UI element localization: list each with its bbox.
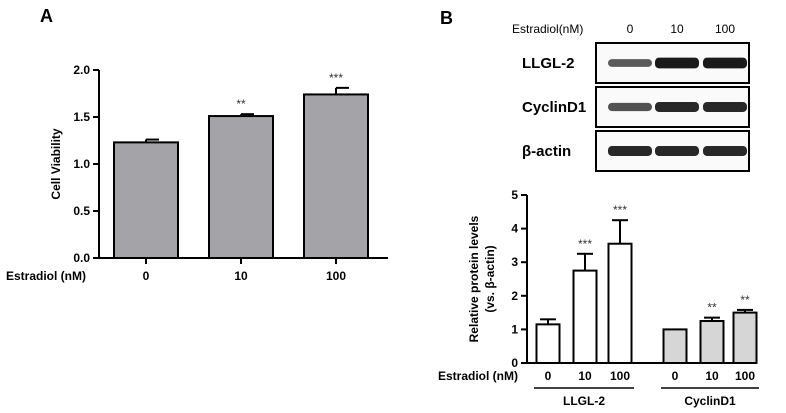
bar [535, 323, 561, 364]
significance-label: ** [740, 293, 750, 307]
blot-band [608, 59, 652, 67]
group-label: CyclinD1 [684, 394, 736, 408]
panel-a-y-title: Cell Viability [49, 128, 63, 199]
panel-b-letter: B [440, 8, 453, 28]
y-tick-label: 1.0 [73, 157, 90, 171]
significance-label: *** [613, 203, 627, 217]
x-tick-label: 10 [705, 369, 719, 383]
bar [208, 115, 274, 259]
bar [732, 311, 758, 365]
y-tick-label: 0.5 [73, 204, 90, 218]
blot-band [655, 102, 699, 112]
y-tick-label: 1.5 [73, 110, 90, 124]
y-tick-label: 5 [511, 188, 518, 202]
y-tick-label: 2.0 [73, 63, 90, 77]
x-tick-label: 100 [735, 369, 755, 383]
significance-label: ** [707, 301, 717, 315]
bar [113, 141, 179, 260]
panel-b-x-title: Estradiol (nM) [438, 369, 518, 383]
y-tick-label: 0 [511, 356, 518, 370]
x-tick-label: 0 [143, 269, 150, 283]
x-tick-label: 10 [578, 369, 592, 383]
y-tick-label: 2 [511, 289, 518, 303]
blot-row-label: β-actin [522, 143, 571, 160]
blot-row-label: CyclinD1 [522, 99, 586, 116]
panel-b-chart: Relative protein levels (vs. β-actin) Es… [438, 188, 759, 408]
wb-dose-0: 0 [627, 22, 634, 36]
significance-label: *** [578, 237, 592, 251]
blot-band [655, 146, 699, 156]
blot-band [608, 146, 652, 156]
x-tick-label: 0 [672, 369, 679, 383]
panel-a-chart: Cell Viability Estradiol (nM) 0.0 0.5 1.0 1… [6, 63, 388, 283]
wb-dose-100: 100 [715, 22, 735, 36]
blot-band [608, 102, 652, 112]
bar [662, 328, 688, 364]
blot-band [655, 57, 699, 69]
x-tick-label: 100 [326, 269, 346, 283]
panel-b-y-title-line2: (vs. β-actin) [483, 245, 497, 312]
wb-dose-10: 10 [670, 22, 684, 36]
western-blot: Estradiol(nM) 0 10 100 LLGL-2 CyclinD1 β-a… [512, 22, 750, 172]
y-tick-label: 3 [511, 255, 518, 269]
wb-treatment-label: Estradiol(nM) [512, 22, 583, 36]
panel-b-y-title-line1: Relative protein levels [467, 215, 481, 342]
group-label: LLGL-2 [563, 394, 605, 408]
x-tick-label: 100 [610, 369, 630, 383]
x-tick-label: 0 [545, 369, 552, 383]
bar [607, 242, 633, 364]
bar [699, 320, 725, 364]
x-tick-label: 10 [234, 269, 248, 283]
panel-a-letter: A [40, 6, 53, 26]
blot-band [703, 146, 747, 156]
panel-a-x-title: Estradiol (nM) [6, 269, 86, 283]
significance-label: *** [329, 71, 343, 85]
bar [572, 269, 598, 365]
y-tick-label: 0.0 [73, 251, 90, 265]
significance-label: ** [236, 97, 246, 111]
blot-band [703, 102, 747, 112]
blot-row-label: LLGL-2 [522, 55, 575, 72]
y-tick-label: 1 [511, 322, 518, 336]
y-tick-label: 4 [511, 222, 518, 236]
blot-band [703, 57, 747, 69]
bar [303, 93, 369, 259]
